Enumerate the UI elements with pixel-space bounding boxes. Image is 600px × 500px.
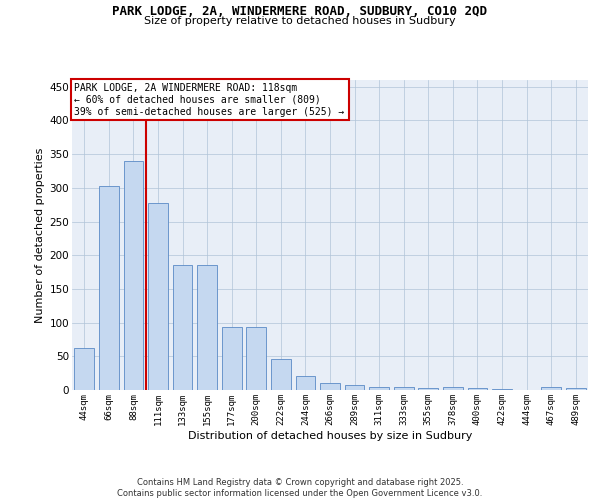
- Bar: [394, 386, 413, 390]
- Bar: [370, 386, 389, 390]
- Bar: [222, 328, 242, 390]
- Text: Size of property relative to detached houses in Sudbury: Size of property relative to detached ho…: [144, 16, 456, 26]
- Bar: [124, 161, 143, 390]
- Bar: [197, 266, 217, 390]
- Bar: [320, 382, 340, 390]
- Bar: [271, 359, 290, 390]
- Text: PARK LODGE, 2A, WINDERMERE ROAD, SUDBURY, CO10 2QD: PARK LODGE, 2A, WINDERMERE ROAD, SUDBURY…: [113, 5, 487, 18]
- Bar: [345, 386, 364, 390]
- Bar: [99, 186, 119, 390]
- X-axis label: Distribution of detached houses by size in Sudbury: Distribution of detached houses by size …: [188, 430, 472, 440]
- Bar: [296, 376, 315, 390]
- Text: Contains HM Land Registry data © Crown copyright and database right 2025.
Contai: Contains HM Land Registry data © Crown c…: [118, 478, 482, 498]
- Bar: [173, 266, 193, 390]
- Bar: [148, 202, 168, 390]
- Bar: [566, 388, 586, 390]
- Text: PARK LODGE, 2A WINDERMERE ROAD: 118sqm
← 60% of detached houses are smaller (809: PARK LODGE, 2A WINDERMERE ROAD: 118sqm ←…: [74, 84, 345, 116]
- Y-axis label: Number of detached properties: Number of detached properties: [35, 148, 46, 322]
- Bar: [467, 388, 487, 390]
- Bar: [443, 386, 463, 390]
- Bar: [418, 388, 438, 390]
- Bar: [247, 328, 266, 390]
- Bar: [541, 388, 561, 390]
- Bar: [74, 348, 94, 390]
